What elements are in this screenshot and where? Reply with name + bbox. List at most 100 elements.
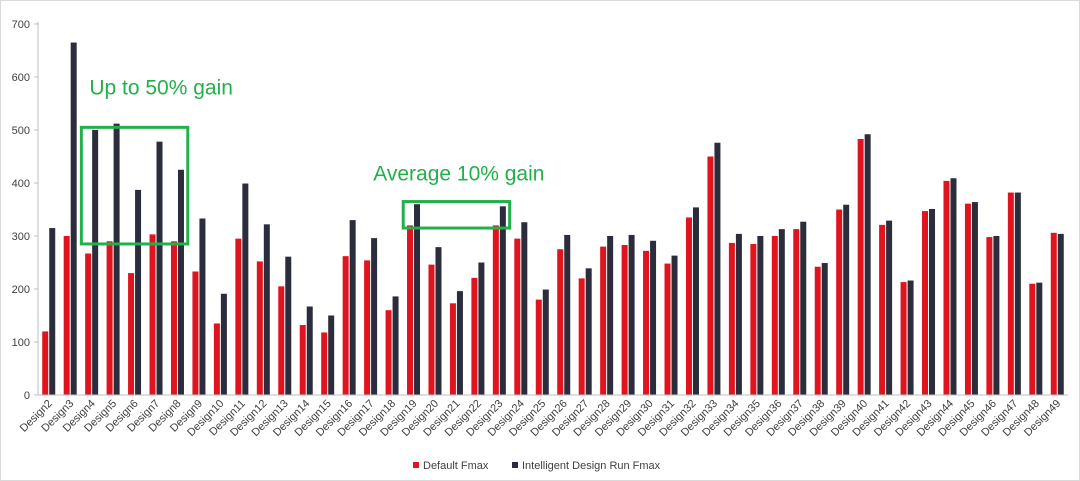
- legend-label: Default Fmax: [423, 460, 489, 472]
- bar-default-fmax: [943, 180, 950, 395]
- annotations: Up to 50% gain Average 10% gain: [79, 76, 544, 246]
- bar-default-fmax: [857, 139, 864, 395]
- bar-intelligent-fmax: [263, 224, 270, 395]
- legend-label: Intelligent Design Run Fmax: [522, 460, 661, 472]
- bar-default-fmax: [428, 264, 435, 395]
- bar-default-fmax: [922, 211, 929, 395]
- bar-intelligent-fmax: [456, 291, 463, 395]
- bar-default-fmax: [900, 282, 907, 395]
- bar-intelligent-fmax: [70, 42, 77, 396]
- bar-intelligent-fmax: [714, 142, 721, 395]
- bar-intelligent-fmax: [650, 240, 657, 395]
- bar-default-fmax: [407, 225, 414, 395]
- bar-intelligent-fmax: [156, 141, 163, 395]
- bar-intelligent-fmax: [993, 236, 1000, 395]
- bar-intelligent-fmax: [371, 238, 378, 395]
- bar-intelligent-fmax: [328, 315, 335, 395]
- bar-intelligent-fmax: [306, 306, 313, 395]
- bar-default-fmax: [879, 224, 886, 395]
- bar-default-fmax: [728, 242, 735, 395]
- bar-intelligent-fmax: [800, 221, 807, 395]
- bars: [42, 42, 1064, 396]
- bar-default-fmax: [814, 266, 821, 395]
- bar-intelligent-fmax: [757, 236, 764, 395]
- bar-default-fmax: [256, 261, 263, 395]
- bar-default-fmax: [771, 236, 778, 395]
- bar-intelligent-fmax: [1014, 192, 1021, 395]
- legend: Default Fmax Intelligent Design Run Fmax: [413, 460, 661, 472]
- bar-intelligent-fmax: [349, 220, 356, 395]
- annotation-label: Up to 50% gain: [89, 76, 233, 99]
- bar-intelligent-fmax: [392, 296, 399, 395]
- bar-intelligent-fmax: [177, 169, 184, 395]
- bar-intelligent-fmax: [886, 220, 893, 395]
- bar-default-fmax: [1050, 232, 1057, 395]
- bar-intelligent-fmax: [499, 206, 506, 395]
- bar-default-fmax: [643, 250, 650, 395]
- bar-intelligent-fmax: [671, 255, 678, 395]
- bar-default-fmax: [621, 245, 628, 395]
- y-tick-label: 100: [12, 337, 30, 349]
- legend-swatch: [512, 462, 518, 468]
- bar-default-fmax: [149, 234, 156, 395]
- y-axis: 0 100 200 300 400 500 600 700: [12, 19, 39, 402]
- bar-default-fmax: [106, 241, 113, 395]
- bar-intelligent-fmax: [435, 247, 442, 395]
- bar-default-fmax: [836, 209, 843, 395]
- bar-intelligent-fmax: [220, 293, 227, 395]
- bar-intelligent-fmax: [242, 183, 249, 395]
- bar-default-fmax: [793, 229, 800, 395]
- bar-default-fmax: [578, 278, 585, 395]
- bar-default-fmax: [235, 238, 242, 395]
- bar-intelligent-fmax: [478, 262, 485, 395]
- bar-default-fmax: [213, 323, 220, 395]
- y-tick-label: 500: [12, 125, 30, 137]
- bar-default-fmax: [42, 331, 49, 395]
- bar-default-fmax: [471, 277, 478, 395]
- bar-default-fmax: [63, 236, 70, 395]
- bar-default-fmax: [514, 238, 521, 395]
- bar-default-fmax: [986, 237, 993, 395]
- annotation-box: [401, 200, 512, 230]
- y-tick-label: 0: [24, 390, 30, 402]
- bar-intelligent-fmax: [414, 204, 421, 395]
- bar-default-fmax: [364, 260, 371, 395]
- bar-intelligent-fmax: [843, 204, 850, 395]
- bar-intelligent-fmax: [821, 263, 828, 395]
- bar-default-fmax: [128, 273, 135, 395]
- bar-default-fmax: [170, 241, 177, 395]
- y-tick-label: 400: [12, 178, 30, 190]
- y-tick-label: 700: [12, 19, 30, 31]
- bar-intelligent-fmax: [950, 178, 957, 395]
- y-tick-label: 200: [12, 284, 30, 296]
- bar-intelligent-fmax: [692, 207, 699, 395]
- bar-default-fmax: [299, 325, 306, 395]
- bar-intelligent-fmax: [542, 289, 549, 395]
- bar-default-fmax: [1029, 283, 1036, 395]
- bar-intelligent-fmax: [907, 280, 914, 395]
- bar-intelligent-fmax: [1036, 282, 1043, 395]
- x-axis: Design2Design3Design4Design5Design6Desig…: [18, 394, 1068, 439]
- y-tick-label: 300: [12, 231, 30, 243]
- bar-intelligent-fmax: [628, 234, 635, 395]
- annotation-label: Average 10% gain: [373, 163, 544, 186]
- bar-intelligent-fmax: [735, 233, 742, 395]
- bar-intelligent-fmax: [564, 234, 571, 395]
- bar-default-fmax: [685, 217, 692, 395]
- bar-intelligent-fmax: [135, 189, 142, 395]
- bar-intelligent-fmax: [971, 202, 978, 395]
- y-tick-label: 600: [12, 72, 30, 84]
- bar-default-fmax: [85, 253, 92, 395]
- legend-swatch: [413, 462, 419, 468]
- bar-intelligent-fmax: [92, 130, 99, 395]
- bar-default-fmax: [278, 286, 285, 395]
- bar-default-fmax: [600, 246, 607, 395]
- bar-default-fmax: [492, 225, 499, 395]
- bar-default-fmax: [557, 249, 564, 395]
- bar-intelligent-fmax: [199, 218, 206, 395]
- bar-default-fmax: [385, 310, 392, 395]
- bar-intelligent-fmax: [607, 236, 614, 395]
- bar-intelligent-fmax: [864, 134, 871, 396]
- bar-default-fmax: [535, 299, 542, 395]
